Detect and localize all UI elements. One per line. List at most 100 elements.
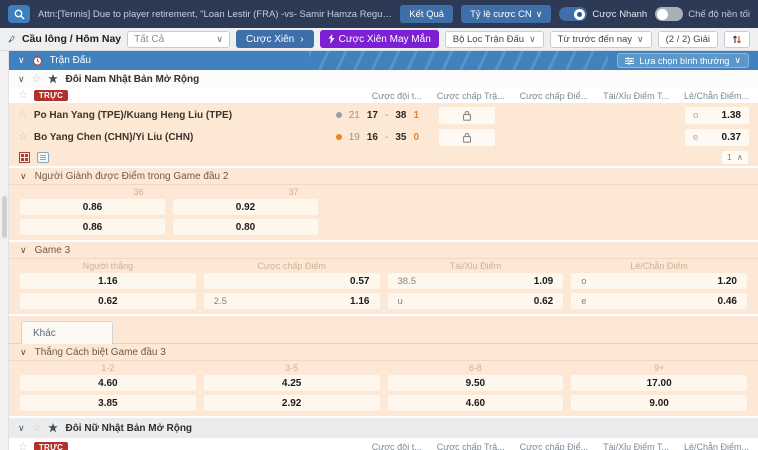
column-header: 3-5 <box>285 363 299 373</box>
results-button[interactable]: Kết Quả <box>400 5 454 23</box>
favorite-star-icon[interactable]: ☆ <box>18 130 28 143</box>
chevron-down-icon[interactable]: ∨ <box>18 55 25 65</box>
list-view-icon[interactable] <box>37 151 49 163</box>
odds-label: o <box>693 109 699 121</box>
chevron-down-icon: ∨ <box>20 244 27 255</box>
arrow-right-icon: › <box>300 33 304 45</box>
odds-button[interactable]: 0.86 <box>20 199 165 215</box>
quick-bet-toggle[interactable] <box>559 7 588 21</box>
odds-button[interactable]: o 1.20 <box>571 273 747 289</box>
main-panel: ∨ Trận Đấu Lựa chọn bình thường ∨ ∨ ☆ Đô… <box>9 51 758 450</box>
quick-bet-toggle-group: Cược Nhanh <box>559 7 647 21</box>
odds-button[interactable]: 38.5 1.09 <box>387 273 564 289</box>
odds-value: 1.16 <box>350 295 370 307</box>
market-link[interactable]: Cược đội t... <box>371 90 422 101</box>
time-filter-button[interactable]: Từ trước đến nay ∨ <box>549 30 652 48</box>
odds-button[interactable]: 0.57 <box>203 273 380 289</box>
tab-khac[interactable]: Khác <box>21 321 113 344</box>
odds-button[interactable]: 0.86 <box>20 219 165 235</box>
column-header: 6-8 <box>468 363 482 373</box>
odds-button[interactable]: 1.16 <box>20 273 196 289</box>
market-link[interactable]: Cược chấp Điể... <box>519 90 589 101</box>
market-link[interactable]: Lẻ/Chẵn Điểm... <box>683 90 749 101</box>
chevron-down-icon[interactable]: ∨ <box>18 422 25 433</box>
chevron-down-icon: ∨ <box>20 346 27 357</box>
odds-button[interactable]: 0.80 <box>173 219 318 235</box>
time-filter-label: Từ trước đến nay <box>557 33 633 45</box>
odds-button[interactable]: o 1.38 <box>685 106 749 124</box>
odds-button[interactable]: e 0.37 <box>685 128 749 146</box>
market-title-row[interactable]: ∨ Game 3 <box>9 242 758 259</box>
odds-type-button[interactable]: Tỷ lệ cược CN ∨ <box>461 5 552 23</box>
favorite-star-icon[interactable]: ☆ <box>31 421 42 434</box>
serve-dot-icon <box>335 112 342 118</box>
odds-button[interactable]: 4.60 <box>387 395 564 411</box>
grid-view-icon[interactable] <box>19 151 30 163</box>
league-name: Đôi Nam Nhật Bản Mở Rộng <box>65 73 200 85</box>
sort-icon <box>732 35 742 43</box>
favorite-star-icon[interactable]: ☆ <box>18 440 28 450</box>
odds-button[interactable]: 4.25 <box>203 375 380 391</box>
market-title-row[interactable]: ∨ Thắng Cách biệt Game đầu 3 <box>9 344 758 361</box>
odds-button[interactable]: u 0.62 <box>387 293 564 309</box>
league-select[interactable]: Tất Cả ∨ <box>127 30 230 48</box>
market-link[interactable]: Cược đội t... <box>371 442 422 450</box>
column-header: 36 <box>133 187 144 197</box>
odds-button[interactable]: 4.60 <box>20 375 196 391</box>
match-filter-label: Bộ Lọc Trận Đấu <box>452 33 525 45</box>
lock-icon <box>462 132 472 143</box>
selection-mode-button[interactable]: Lựa chọn bình thường ∨ <box>617 53 749 68</box>
match-filter-button[interactable]: Bộ Lọc Trận Đấu ∨ <box>444 30 544 48</box>
odds-button[interactable]: 17.00 <box>571 375 747 391</box>
chevron-down-icon: ∨ <box>637 33 644 44</box>
odds-value: 0.57 <box>350 275 370 287</box>
odds-button[interactable]: 9.50 <box>387 375 564 391</box>
market-title-row[interactable]: ∨ Người Giành được Điểm trong Game đầu 2 <box>9 168 758 185</box>
collapse-button[interactable]: 1 ∧ <box>722 150 748 164</box>
scrollbar-thumb[interactable] <box>2 196 7 238</box>
market-game3: ∨ Game 3 Người thắng Cược chấp Điểm Tài/… <box>9 242 758 314</box>
odds-grid: 1.16 0.57 38.5 1.09 o 1.20 0.62 2.5 1.16 <box>9 272 758 314</box>
odds-button[interactable]: 3.85 <box>20 395 196 411</box>
market-links: Cược đội t... Cược chấp Trậ... Cược chấp… <box>372 91 749 101</box>
league-row[interactable]: ∨ ☆ Đôi Nữ Nhật Bản Mở Rộng <box>9 418 758 438</box>
lightning-icon <box>328 34 335 44</box>
sort-button[interactable] <box>724 30 750 48</box>
live-badge: TRỰC <box>33 90 69 101</box>
market-link[interactable]: Lẻ/Chẵn Điểm... <box>683 442 749 450</box>
odds-grid: 4.60 4.25 9.50 17.00 3.85 2.92 4.60 9.00 <box>9 374 758 416</box>
odds-button[interactable]: e 0.46 <box>571 293 747 309</box>
dark-mode-label: Chế độ nền tối <box>688 8 750 20</box>
market-link[interactable]: Tài/Xỉu Điểm T... <box>603 90 669 101</box>
favorite-star-icon[interactable]: ☆ <box>31 72 42 85</box>
favorite-star-icon[interactable]: ☆ <box>18 108 28 121</box>
market-link[interactable]: Cược chấp Điể... <box>519 442 589 450</box>
chevron-down-icon[interactable]: ∨ <box>18 73 25 84</box>
chevron-down-icon: ∨ <box>734 55 741 65</box>
odds-button[interactable]: 2.5 1.16 <box>203 293 380 309</box>
odds-button[interactable]: 0.92 <box>173 199 318 215</box>
content-area: ∨ Trận Đấu Lựa chọn bình thường ∨ ∨ ☆ Đô… <box>0 51 758 450</box>
score-adv: 0 <box>413 131 419 143</box>
locked-odds-box <box>439 128 495 146</box>
favorite-star-icon[interactable]: ☆ <box>18 89 28 101</box>
league-name: Đôi Nữ Nhật Bản Mở Rộng <box>65 422 193 434</box>
market-link[interactable]: Cược chấp Trậ... <box>436 442 505 450</box>
league-row[interactable]: ∨ ☆ Đôi Nam Nhật Bản Mở Rộng <box>9 70 758 88</box>
search-button[interactable] <box>8 5 30 23</box>
score-cluster: 21 17 - 38 1 <box>335 110 419 121</box>
odds-button[interactable]: 9.00 <box>571 395 747 411</box>
market-title: Game 3 <box>34 244 71 256</box>
league-count-box[interactable]: (2 / 2) Giải <box>657 30 718 48</box>
odds-button[interactable]: 0.62 <box>20 293 196 309</box>
market-link[interactable]: Cược chấp Trậ... <box>436 90 505 101</box>
odd-even-label: e <box>581 295 587 307</box>
dark-mode-toggle[interactable] <box>655 7 684 21</box>
dark-mode-toggle-group: Chế độ nền tối <box>655 7 750 21</box>
lucky-parlay-button[interactable]: Cược Xiên May Mắn <box>319 30 439 48</box>
market-link[interactable]: Tài/Xỉu Điểm T... <box>603 442 669 450</box>
market-column-headers: 36 37 <box>9 186 758 198</box>
score-sets: 19 <box>348 131 360 143</box>
odds-button[interactable]: 2.92 <box>203 395 380 411</box>
parlay-button[interactable]: Cược Xiên › <box>235 30 314 48</box>
